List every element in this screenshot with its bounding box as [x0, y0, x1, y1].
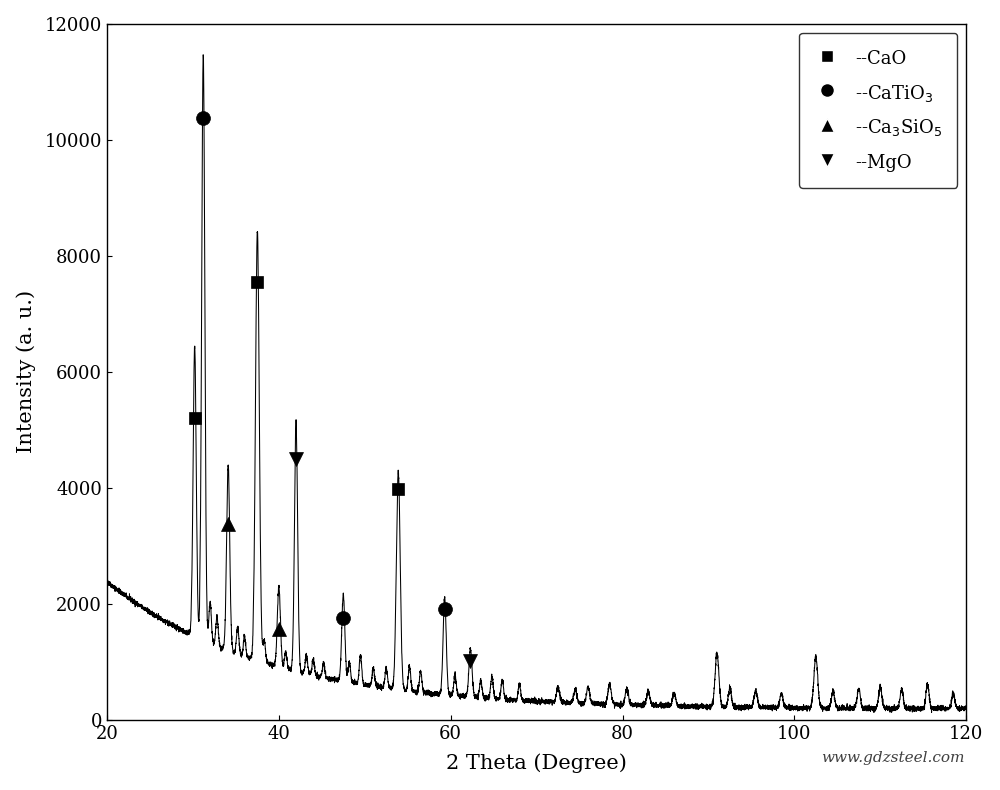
Legend: --CaO, --CaTiO$_3$, --Ca$_3$SiO$_5$, --MgO: --CaO, --CaTiO$_3$, --Ca$_3$SiO$_5$, --M…: [799, 32, 957, 187]
Y-axis label: Intensity (a. u.): Intensity (a. u.): [17, 290, 36, 453]
Text: www.gdzsteel.com: www.gdzsteel.com: [822, 750, 965, 765]
X-axis label: 2 Theta (Degree): 2 Theta (Degree): [446, 754, 627, 773]
